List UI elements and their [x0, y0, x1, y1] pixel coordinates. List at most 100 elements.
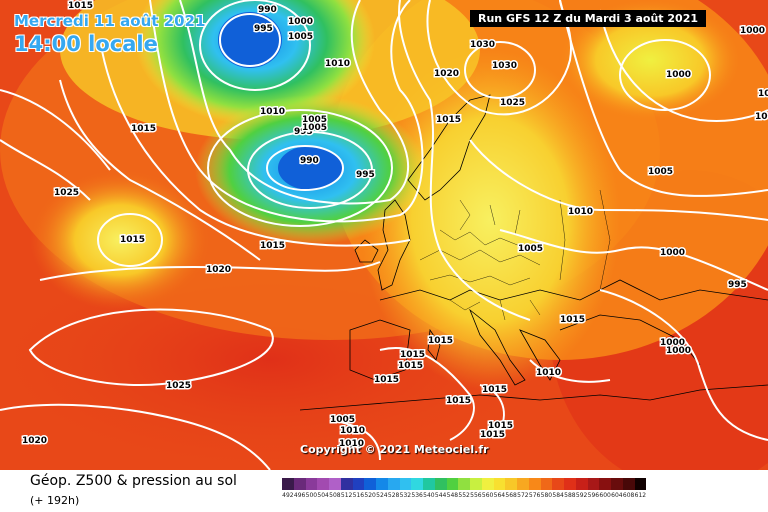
isobar-label: 1015: [400, 350, 425, 360]
scale-tick-label: 528: [387, 492, 400, 499]
scale-swatch: [411, 478, 423, 490]
isobar-label: 1010: [568, 207, 593, 217]
scale-tick-label: 524: [376, 492, 388, 499]
geopotential-yellow-west: [30, 170, 210, 310]
scale-tick-label: 580: [540, 492, 553, 499]
isobar-label: 1015: [488, 421, 513, 431]
coastlines: [299, 94, 768, 411]
isobar-label: 1015: [428, 336, 453, 346]
isobar-label: 1025: [54, 188, 79, 198]
scale-swatch: [599, 478, 611, 490]
isobar-label: 1015: [374, 375, 399, 385]
weather-map: 1015 990 995 1000 1005 1010 1010 1005 99…: [0, 0, 768, 470]
scale-tick-label: 512: [340, 492, 353, 499]
scale-tick-label: 576: [528, 492, 541, 499]
geopotential-yellow-central: [360, 50, 620, 390]
scale-tick-label: 492: [282, 492, 294, 499]
isobar-label: 1020: [22, 436, 47, 446]
isobar-label: 995: [254, 24, 273, 34]
scale-swatch: [399, 478, 412, 490]
isobar-label: 1015: [482, 385, 507, 395]
isobar-label: 1015: [120, 235, 145, 245]
isobar-label: 1020: [434, 69, 459, 79]
scale-tick-label: 600: [599, 492, 611, 499]
isobar-label: 1000: [666, 346, 691, 356]
scale-tick-label: 584: [552, 492, 564, 499]
isobar-label: 1000: [660, 248, 685, 258]
isobar-label: 1015: [446, 396, 471, 406]
scale-swatch: [634, 478, 647, 490]
scale-tick-label: 612: [634, 492, 647, 499]
legend-footer: Géop. Z500 & pression au sol (+ 192h) 49…: [0, 470, 768, 512]
isobar-label: 1015: [131, 124, 156, 134]
scale-swatch: [282, 478, 294, 490]
scale-swatch: [317, 478, 329, 490]
isobar-label: 1000: [666, 70, 691, 80]
isobar-label: 1005: [518, 244, 543, 254]
geopotential-low-core-north: [218, 12, 282, 68]
isobar-label: 1010: [339, 439, 364, 449]
isobar-label: 1025: [166, 381, 191, 391]
scale-tick-label: 496: [293, 492, 306, 499]
isobar-label: 1010: [536, 368, 561, 378]
isobar-label: 1010: [325, 59, 350, 69]
scale-swatch: [622, 478, 635, 490]
scale-tick-label: 516: [352, 492, 365, 499]
isobar-label: 1020: [206, 265, 231, 275]
scale-tick-label: 536: [411, 492, 423, 499]
scale-swatch: [305, 478, 318, 490]
scale-swatch: [587, 478, 600, 490]
scale-swatch: [611, 478, 623, 490]
scale-swatch: [552, 478, 564, 490]
isobar-label: 1015: [68, 1, 93, 11]
copyright-text: Copyright © 2021 Meteociel.fr: [300, 443, 489, 456]
isobar-label: 1000: [740, 26, 765, 36]
scale-swatch: [493, 478, 506, 490]
color-scale-ticks: 492 496 500 504 508 512 516 520 524 528 532 536 540 5…: [282, 492, 646, 502]
scale-tick-label: 608: [622, 492, 635, 499]
isobar-label: 1030: [492, 61, 517, 71]
scale-swatch: [470, 478, 482, 490]
scale-tick-label: 564: [493, 492, 506, 499]
scale-swatch: [505, 478, 517, 490]
isobar-label: 1025: [500, 98, 525, 108]
isobar-label: 995: [294, 127, 313, 137]
isobar-label: 1030: [470, 40, 495, 50]
isobar-label: 1005: [302, 115, 327, 125]
isobars: [0, 0, 768, 470]
scale-tick-label: 592: [575, 492, 588, 499]
geopotential-low-core-central: [278, 146, 342, 190]
scale-tick-label: 552: [458, 492, 470, 499]
footer-title: Géop. Z500 & pression au sol: [30, 473, 237, 489]
forecast-date: Mercredi 11 août 2021: [14, 12, 206, 30]
scale-swatch: [293, 478, 306, 490]
scale-swatch: [481, 478, 494, 490]
color-scale: [282, 478, 647, 490]
isobar-label: 1015: [260, 241, 285, 251]
scale-tick-label: 548: [446, 492, 459, 499]
scale-tick-label: 544: [434, 492, 447, 499]
scale-tick-label: 500: [305, 492, 318, 499]
scale-swatch: [564, 478, 576, 490]
scale-tick-label: 572: [517, 492, 529, 499]
run-info-banner: Run GFS 12 Z du Mardi 3 août 2021: [470, 10, 706, 27]
scale-swatch: [352, 478, 365, 490]
scale-swatch: [517, 478, 529, 490]
isobar-label: 1005: [648, 167, 673, 177]
scale-swatch: [387, 478, 400, 490]
isobar-label: 990: [300, 156, 319, 166]
scale-tick-label: 504: [317, 492, 329, 499]
isobar-label: 1010: [260, 107, 285, 117]
isobar-label: 1000: [758, 89, 768, 99]
scale-tick-label: 532: [399, 492, 412, 499]
isobar-label: 1005: [288, 32, 313, 42]
scale-tick-label: 508: [329, 492, 341, 499]
scale-swatch: [340, 478, 353, 490]
isobar-label: 990: [258, 5, 277, 15]
isobar-label: 1010: [340, 426, 365, 436]
map-canvas: 1015 990 995 1000 1005 1010 1010 1005 99…: [0, 0, 768, 470]
scale-swatch: [434, 478, 447, 490]
scale-tick-label: 540: [423, 492, 435, 499]
forecast-time: 14:00 locale: [14, 32, 158, 56]
isobar-label: 1005: [302, 123, 327, 133]
